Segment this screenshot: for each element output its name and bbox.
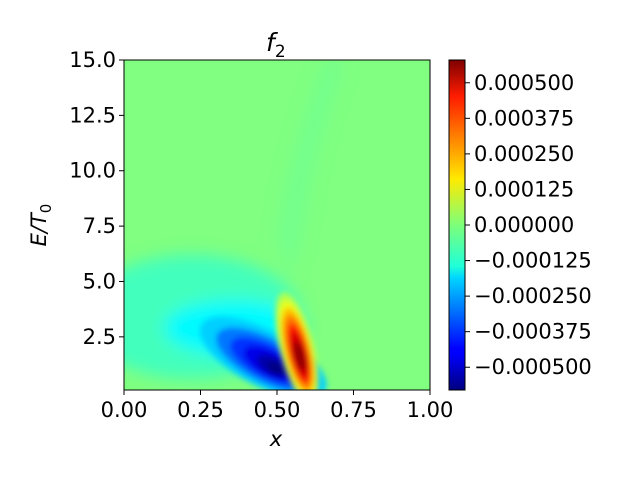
colorbar-tick-label: 0.000125 (474, 177, 574, 201)
colorbar-tick-label: −0.000125 (474, 249, 592, 273)
x-tick-label: 0.50 (254, 398, 301, 422)
y-tick-label: 10.0 (69, 159, 116, 183)
heatmap-plot (124, 60, 430, 390)
colorbar-tick-label: 0.000500 (474, 71, 574, 95)
y-tick-label: 7.5 (83, 214, 116, 238)
y-axis-label-main: E/T (27, 211, 51, 246)
x-tick-label: 0.00 (101, 398, 148, 422)
x-axis-label: x (269, 427, 283, 451)
y-tick-label: 15.0 (69, 48, 116, 72)
chart-title: f2 (266, 28, 286, 62)
y-axis-label: E/T0 (27, 204, 55, 247)
y-tick-label: 5.0 (83, 269, 116, 293)
colorbar-tick-label: −0.000375 (474, 320, 592, 344)
colorbar-tick-label: 0.000250 (474, 142, 574, 166)
x-tick-label: 1.00 (407, 398, 454, 422)
colorbar-ticks: 0.000500 0.000375 0.000250 0.000125 0.000000… (465, 71, 592, 379)
heatmap-faint-structure (277, 60, 345, 282)
y-tick-label: 2.5 (83, 325, 116, 349)
chart-title-subscript: 2 (275, 42, 286, 62)
y-axis: 2.5 5.0 7.5 10.0 12.5 15.0 (69, 48, 124, 349)
colorbar-tick-label: 0.000000 (474, 213, 574, 237)
colorbar-tick-label: −0.000250 (474, 284, 592, 308)
x-tick-label: 0.75 (330, 398, 377, 422)
x-axis: 0.00 0.25 0.50 0.75 1.00 (101, 390, 454, 422)
positive-lobe (275, 292, 319, 390)
colorbar-tick-label: −0.000500 (474, 355, 592, 379)
colorbar (448, 59, 466, 391)
colorbar-tick-label: 0.000375 (474, 106, 574, 130)
x-tick-label: 0.25 (177, 398, 224, 422)
y-tick-label: 12.5 (69, 103, 116, 127)
y-axis-label-subscript: 0 (37, 204, 55, 214)
